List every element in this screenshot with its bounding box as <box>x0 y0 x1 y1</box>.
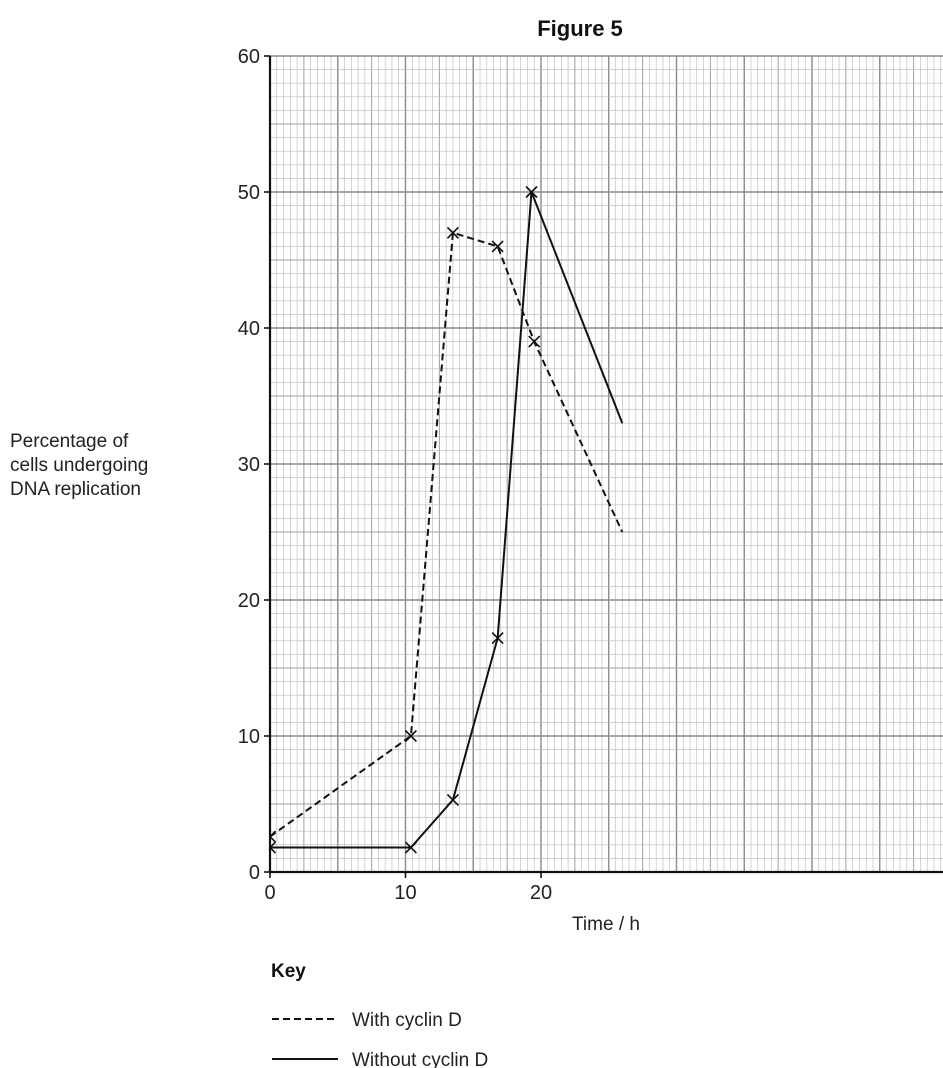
x-tick-label: 20 <box>530 882 552 904</box>
series-clip <box>270 185 624 854</box>
data-point-marker <box>528 335 541 348</box>
y-tick-label: 60 <box>238 46 260 68</box>
x-axis-label: Time / h <box>572 914 640 935</box>
data-point-marker <box>491 632 504 645</box>
key-title: Key <box>271 961 306 982</box>
y-axis-label-line: Percentage of <box>10 431 129 452</box>
y-axis-label-line: cells undergoing <box>10 455 148 476</box>
axes: 0 10 20 30 40 50 60 0 10 20 <box>238 46 943 904</box>
x-tick-label: 10 <box>394 882 416 904</box>
series-line-with-cyclin-d <box>270 231 624 838</box>
key: Key With cyclin D Without cyclin D <box>271 961 488 1068</box>
y-tick-label: 30 <box>238 454 260 476</box>
data-point-marker <box>446 793 459 806</box>
series-line-without-cyclin-d <box>270 191 624 849</box>
key-label: With cyclin D <box>352 1010 462 1031</box>
data-point-marker <box>404 729 417 743</box>
chart-title: Figure 5 <box>537 16 623 41</box>
y-tick-label: 10 <box>238 726 260 748</box>
grid <box>269 55 943 873</box>
data-point-marker <box>446 226 459 239</box>
data-point-marker <box>404 841 417 854</box>
y-tick-label: 0 <box>249 862 260 884</box>
y-tick-label: 20 <box>238 590 260 612</box>
data-point-marker <box>491 240 504 253</box>
y-axis-label-line: DNA replication <box>10 479 141 500</box>
series-group <box>270 185 624 854</box>
y-tick-label: 50 <box>238 182 260 204</box>
data-point-marker <box>270 841 277 854</box>
key-label: Without cyclin D <box>352 1050 488 1068</box>
data-point-marker <box>270 830 277 843</box>
x-tick-label: 0 <box>264 882 275 904</box>
data-point-marker <box>525 185 538 199</box>
labels-group: Figure 5 Time / h Percentage of cells under… <box>10 16 640 935</box>
y-tick-label: 40 <box>238 318 260 340</box>
